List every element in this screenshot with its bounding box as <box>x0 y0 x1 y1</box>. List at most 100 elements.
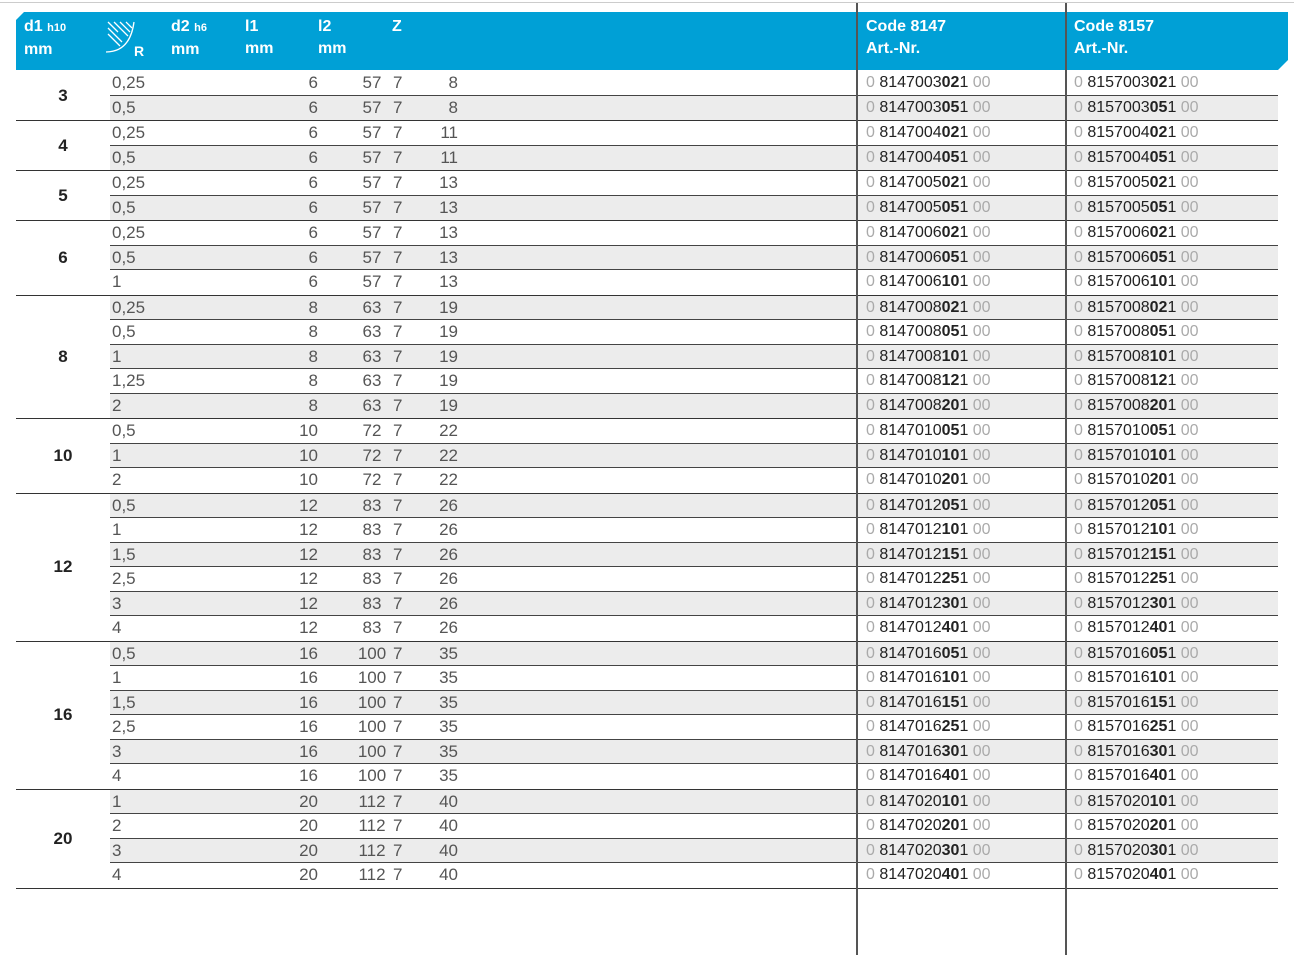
article-number: 0 8157012301 00 <box>1074 594 1199 612</box>
article-number: 0 8147012401 00 <box>866 619 991 636</box>
z-cell: 7 <box>393 717 403 736</box>
l2-cell: 40 <box>439 840 458 860</box>
radius-cell: 0,25 <box>112 173 146 192</box>
d1-value: 3 <box>16 71 110 120</box>
d1-value: 4 <box>16 121 110 170</box>
d1-value: 10 <box>16 419 110 493</box>
radius-cell: 0,25 <box>112 73 146 92</box>
article-number: 0 8157010201 00 <box>1074 471 1199 488</box>
radius-cell: 0,5 <box>112 643 136 663</box>
radius-cell: 4 <box>112 865 122 884</box>
header-radius: R <box>104 18 148 67</box>
table-row: 4 20 112 40 7 0 8147020401 00 0 8157020401 00 <box>110 863 1278 888</box>
l2-cell: 26 <box>439 544 458 564</box>
article-number: 0 8147020301 00 <box>866 841 991 859</box>
d2-cell: 16 <box>299 668 318 687</box>
table-row: 1 20 112 40 7 0 8147020101 00 0 8157020101 00 <box>110 789 1278 814</box>
l2-cell: 19 <box>439 395 458 415</box>
table-row: 0,25 8 63 19 7 0 8147008021 00 0 8157008021 00 <box>110 295 1278 320</box>
article-number: 0 8147020401 00 <box>866 866 991 883</box>
table-row: 0,5 6 57 13 7 0 8147005051 00 0 8157005051 00 <box>110 195 1278 220</box>
article-number: 0 8157012101 00 <box>1074 521 1199 538</box>
d2-cell: 6 <box>308 73 318 92</box>
l2-cell: 11 <box>440 147 458 167</box>
z-cell: 7 <box>393 147 403 167</box>
article-number: 0 8147006051 00 <box>866 248 991 266</box>
l2-cell: 40 <box>439 865 458 884</box>
article-number: 0 8157016251 00 <box>1074 718 1199 735</box>
l1-cell: 63 <box>362 395 382 415</box>
article-number: 0 8147003021 00 <box>866 74 991 91</box>
table-row: 1,5 12 83 26 7 0 8147012151 00 0 8157012151 00 <box>110 542 1278 567</box>
l2-cell: 19 <box>439 322 458 341</box>
radius-cell: 1 <box>112 791 122 811</box>
l1-cell: 100 <box>357 741 387 761</box>
article-number: 0 8147008201 00 <box>866 396 991 414</box>
table-row: 0,25 6 57 13 7 0 8147006021 00 0 8157006021 00 <box>110 221 1278 246</box>
article-number: 0 8147005021 00 <box>866 174 991 191</box>
table-row: 1,25 8 63 19 7 0 8147008121 00 0 8157008121 00 <box>110 369 1278 394</box>
table-row: 1 12 83 26 7 0 8147012101 00 0 8157012101 00 <box>110 518 1278 543</box>
l2-cell: 35 <box>439 741 458 761</box>
z-cell: 7 <box>393 223 403 242</box>
z-cell: 7 <box>393 791 403 811</box>
l2-cell: 8 <box>448 97 458 117</box>
table-row: 3 12 83 26 7 0 8147012301 00 0 8157012301 00 <box>110 591 1278 616</box>
d1-value: 6 <box>16 221 110 295</box>
l2-cell: 13 <box>439 197 458 217</box>
d2-cell: 6 <box>308 197 318 217</box>
d1-value: 5 <box>16 171 110 220</box>
z-cell: 7 <box>393 421 403 440</box>
l1-cell: 72 <box>362 470 382 489</box>
l1-cell: 57 <box>362 147 382 167</box>
l1-cell: 63 <box>362 371 382 390</box>
z-cell: 7 <box>393 322 403 341</box>
radius-cell: 0,5 <box>112 421 136 440</box>
l1-cell: 63 <box>362 322 382 341</box>
header-code1: Code 8147 Art.-Nr. <box>866 18 947 57</box>
l2-cell: 35 <box>439 643 458 663</box>
table-row: 0,25 6 57 11 7 0 8147004021 00 0 8157004021 00 <box>110 121 1278 146</box>
table-row: 1 6 57 13 7 0 8147006101 00 0 8157006101 00 <box>110 270 1278 295</box>
row-group: 10 0,5 10 72 22 7 0 8147010051 00 0 8157010051 … <box>16 419 1278 494</box>
article-number: 0 8147008021 00 <box>866 298 991 316</box>
article-number: 0 8147012151 00 <box>866 545 991 563</box>
article-number: 0 8157003021 00 <box>1074 74 1199 91</box>
radius-cell: 0,5 <box>112 147 136 167</box>
d2-cell: 6 <box>308 97 318 117</box>
table-row: 1 8 63 19 7 0 8147008101 00 0 8157008101 00 <box>110 344 1278 369</box>
table-row: 2,5 16 100 35 7 0 8147016251 00 0 8157016251 0… <box>110 715 1278 740</box>
article-number: 0 8147016151 00 <box>866 693 991 711</box>
l2-cell: 26 <box>439 569 458 588</box>
radius-cell: 0,5 <box>112 197 136 217</box>
row-group: 12 0,5 12 83 26 7 0 8147012051 00 0 8157012051 … <box>16 493 1278 642</box>
l1-cell: 57 <box>362 123 382 142</box>
table-row: 2 20 112 40 7 0 8147020201 00 0 8157020201 00 <box>110 814 1278 839</box>
d2-cell: 12 <box>299 520 318 539</box>
table-row: 4 16 100 35 7 0 8147016401 00 0 8157016401 00 <box>110 764 1278 789</box>
z-cell: 7 <box>393 692 403 712</box>
table-row: 1 10 72 22 7 0 8147010101 00 0 8157010101 00 <box>110 443 1278 468</box>
z-cell: 7 <box>393 346 403 366</box>
z-cell: 7 <box>393 593 403 613</box>
l2-cell: 22 <box>439 445 458 465</box>
table-row: 0,5 10 72 22 7 0 8147010051 00 0 8157010051 00 <box>110 419 1278 444</box>
table-row: 0,5 6 57 8 7 0 8147003051 00 0 8157003051 00 <box>110 95 1278 120</box>
radius-cell: 0,25 <box>112 123 146 142</box>
l1-cell: 57 <box>362 73 382 92</box>
d2-cell: 8 <box>308 346 318 366</box>
article-number: 0 8147003051 00 <box>866 98 991 116</box>
radius-cell: 0,5 <box>112 247 136 267</box>
z-cell: 7 <box>393 766 403 785</box>
l2-cell: 35 <box>439 766 458 785</box>
l2-cell: 35 <box>439 692 458 712</box>
article-number: 0 8157020401 00 <box>1074 866 1199 883</box>
article-number: 0 8147008051 00 <box>866 323 991 340</box>
header-code2: Code 8157 Art.-Nr. <box>1074 18 1155 57</box>
table-row: 0,25 6 57 8 7 0 8147003021 00 0 8157003021 00 <box>110 71 1278 96</box>
d2-cell: 12 <box>299 544 318 564</box>
z-cell: 7 <box>393 173 403 192</box>
article-number: 0 8157005051 00 <box>1074 198 1199 216</box>
l1-cell: 100 <box>357 766 387 785</box>
article-number: 0 8157004021 00 <box>1074 124 1199 141</box>
